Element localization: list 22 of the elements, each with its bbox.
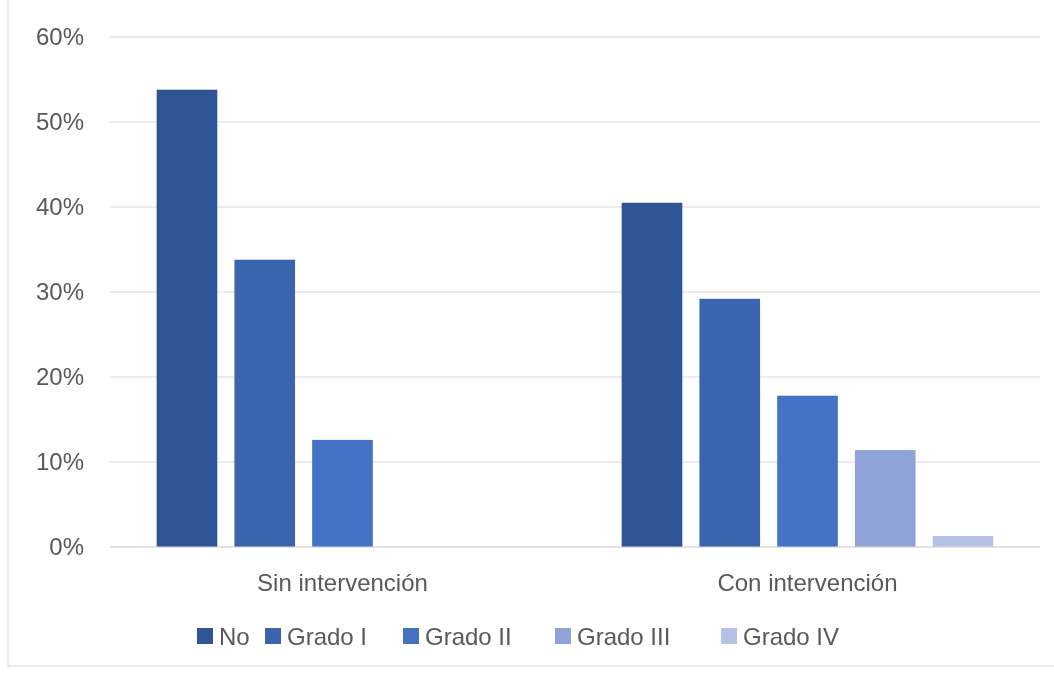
bar — [234, 259, 296, 547]
bar — [156, 89, 218, 547]
bar — [621, 202, 683, 547]
y-tick-label: 60% — [35, 23, 84, 51]
y-tick-label: 40% — [35, 193, 84, 221]
legend-label: No — [219, 623, 250, 651]
bar — [932, 535, 994, 547]
y-tick-label: 0% — [49, 533, 84, 561]
y-tick-label: 50% — [35, 108, 84, 136]
x-tick-label: Sin intervención — [257, 569, 428, 596]
legend-label: Grado III — [577, 623, 671, 651]
y-tick-label: 10% — [35, 448, 84, 476]
legend-label: Grado IV — [743, 623, 840, 651]
bar — [699, 298, 761, 547]
y-tick-label: 20% — [35, 363, 84, 391]
y-tick-label: 30% — [35, 278, 84, 306]
legend-label: Grado II — [425, 623, 512, 651]
legend-label: Grado I — [287, 623, 368, 651]
x-tick-label: Con intervención — [717, 569, 898, 596]
bar — [312, 439, 373, 547]
bar — [777, 395, 838, 547]
bar — [854, 450, 916, 547]
